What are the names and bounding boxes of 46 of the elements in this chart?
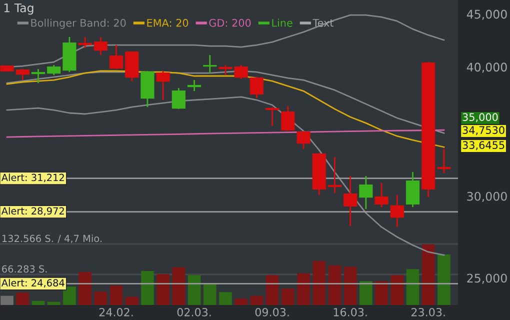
candlestick xyxy=(374,182,388,208)
candlestick xyxy=(203,54,217,74)
candlestick xyxy=(187,79,202,92)
candlestick xyxy=(156,70,170,101)
y-tick-label: 25,000 xyxy=(467,274,507,284)
candlestick xyxy=(31,68,46,84)
candlestick xyxy=(234,64,248,80)
y2-tick-label: 66.283 S. xyxy=(2,265,47,273)
candlestick xyxy=(47,64,61,76)
annotation: / 4,7 Mio. xyxy=(58,234,102,244)
ref-line-label: Alert: 24,684 xyxy=(1,278,64,288)
candlestick xyxy=(281,105,295,132)
y2-tick-label: 132.566 S. xyxy=(2,234,53,242)
annotation: Line xyxy=(272,18,292,27)
candlestick xyxy=(172,87,186,110)
text: 33,6455 xyxy=(462,141,504,150)
legend-label: GD: 200 xyxy=(209,18,251,27)
legend-label: EMA: 20 xyxy=(147,18,188,27)
candlestick xyxy=(437,148,451,174)
x-tick-label: 09.03. xyxy=(255,308,289,316)
candlestick xyxy=(16,68,30,81)
x-tick-label: 16.03. xyxy=(334,308,367,316)
ref-line-label: Alert: 31,212 xyxy=(1,174,64,182)
candlestick xyxy=(390,194,404,228)
text: 35,000 xyxy=(462,113,498,122)
y-tick-label: 45,000 xyxy=(466,10,507,20)
y-tick-label: 40,000 xyxy=(466,62,507,73)
candlestick xyxy=(109,44,124,70)
candlestick xyxy=(296,130,310,150)
chart-subtitle: 1 Tag xyxy=(4,4,34,15)
candlestick xyxy=(94,36,108,56)
candlestick xyxy=(218,64,232,76)
x-tick-label: 02.03. xyxy=(177,308,211,316)
x-tick-label: 24.02. xyxy=(99,308,133,316)
candlestick xyxy=(250,76,264,99)
ref-line-label: Alert: 28,972 xyxy=(1,207,64,216)
text: 34,7530 xyxy=(462,126,504,136)
candlestick xyxy=(266,106,280,127)
candlestick xyxy=(78,36,92,49)
candlestick xyxy=(344,175,358,227)
candlestick xyxy=(406,171,420,208)
candlestick xyxy=(359,175,373,210)
x-tick-label: 23.03. xyxy=(411,308,445,316)
candlestick xyxy=(328,156,342,194)
y-tick-label: 30,000 xyxy=(467,192,507,202)
legend-label: Bollinger Band: 20 xyxy=(31,18,126,29)
